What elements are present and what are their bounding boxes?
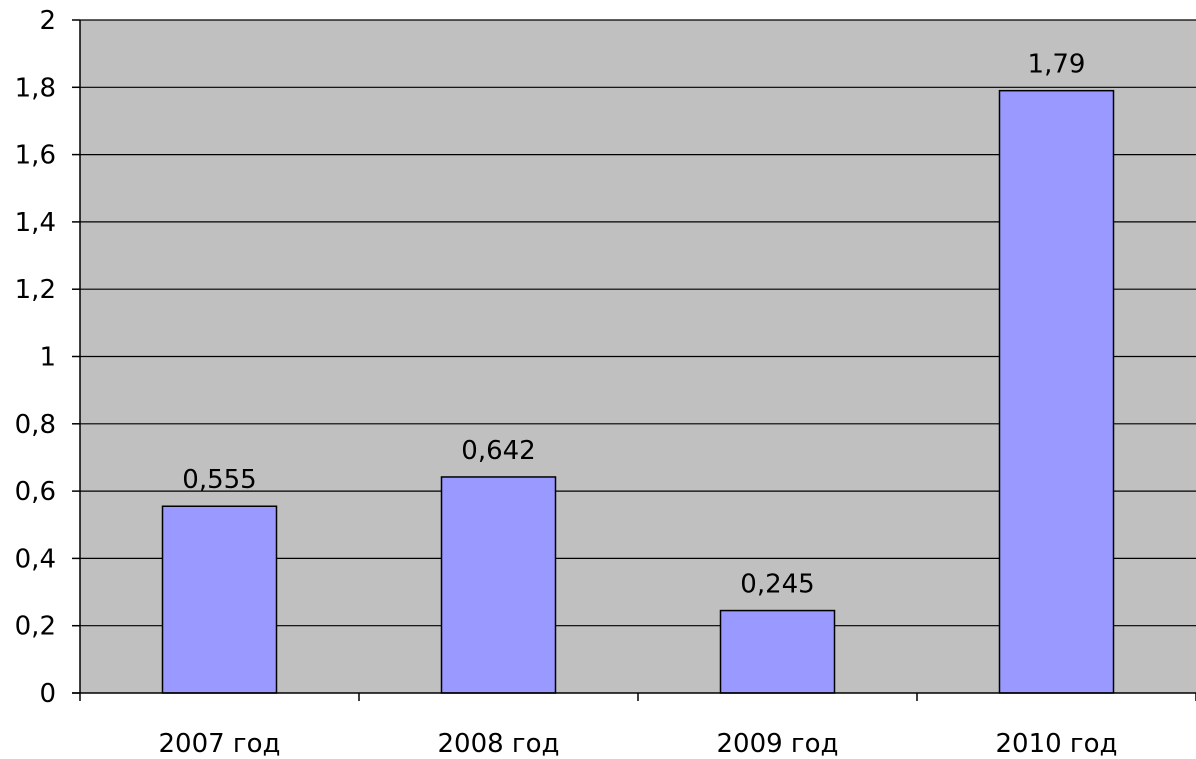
y-tick-label: 1,4 xyxy=(15,208,56,238)
x-tick-label: 2010 год xyxy=(996,729,1118,759)
data-label: 0,642 xyxy=(461,436,535,466)
y-tick-label: 1,6 xyxy=(15,141,56,171)
y-tick-label: 0,6 xyxy=(15,477,56,507)
y-tick-label: 0,8 xyxy=(15,410,56,440)
data-label: 0,245 xyxy=(740,570,814,600)
bar-3 xyxy=(998,89,1115,694)
data-label: 0,555 xyxy=(182,465,256,495)
x-tick-label: 2008 год xyxy=(438,729,560,759)
x-tick-label: 2009 год xyxy=(717,729,839,759)
y-axis: 0 0,2 0,4 0,6 0,8 1 1,2 1,4 1,6 1,8 2 xyxy=(15,6,81,709)
x-axis: 2007 год 2008 год 2009 год 2010 год xyxy=(72,692,1196,759)
data-label: 1,79 xyxy=(1028,50,1086,80)
y-tick-label: 0,4 xyxy=(15,544,56,574)
y-tick-label: 1 xyxy=(39,343,56,373)
bar-0 xyxy=(161,505,278,694)
y-tick-label: 0,2 xyxy=(15,612,56,642)
y-tick-label: 2 xyxy=(39,6,56,36)
y-tick-label: 1,2 xyxy=(15,275,56,305)
bars xyxy=(161,89,1115,694)
bar-2 xyxy=(719,609,836,694)
bar-1 xyxy=(440,476,557,694)
value-labels: 0,555 0,642 0,245 1,79 xyxy=(182,50,1085,600)
y-tick-label: 1,8 xyxy=(15,73,56,103)
y-tick-label: 0 xyxy=(39,679,56,709)
x-tick-label: 2007 год xyxy=(159,729,281,759)
